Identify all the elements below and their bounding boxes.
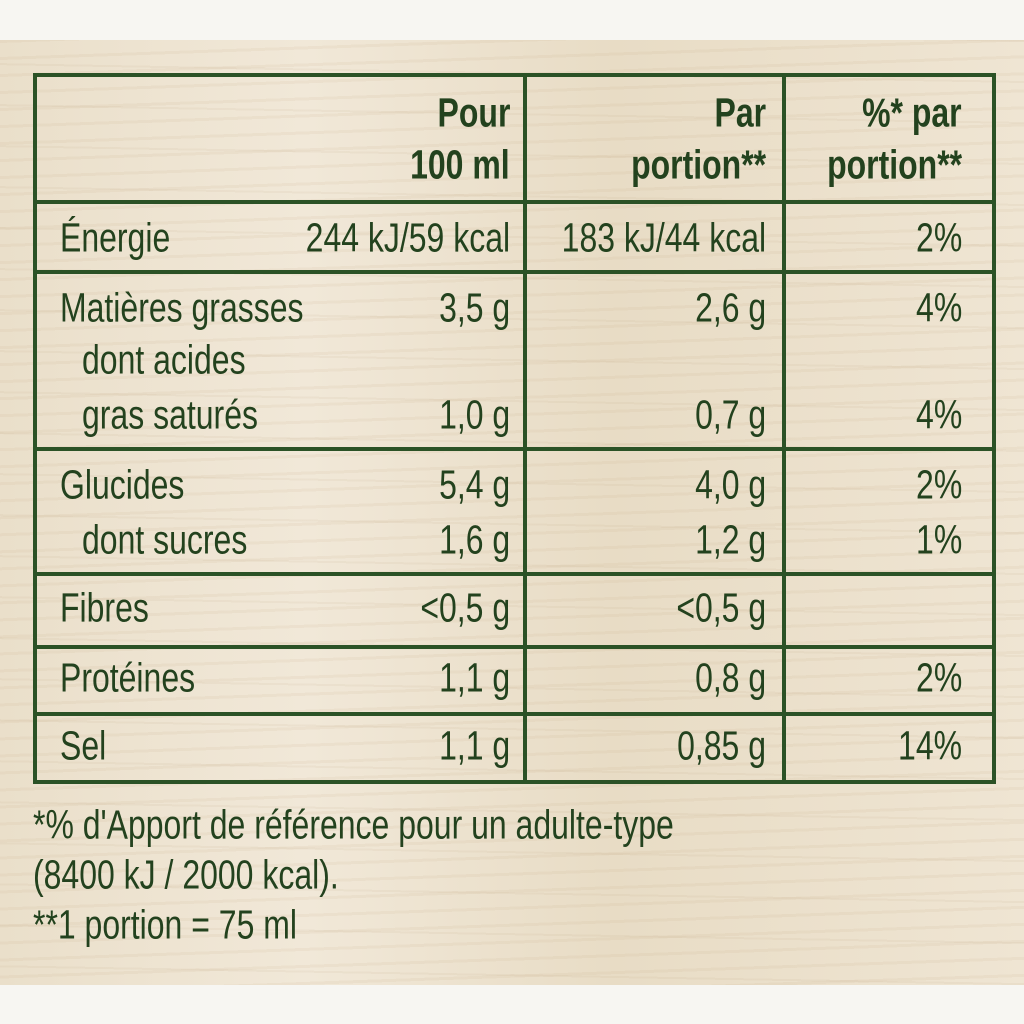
nutrient-value: 1% xyxy=(915,516,962,563)
column-header: 100 ml xyxy=(410,141,510,188)
nutrient-value: 0,85 g xyxy=(677,722,766,769)
nutrient-value: 2,6 g xyxy=(694,284,766,331)
footnote: **1 portion = 75 ml xyxy=(33,901,297,948)
nutrient-label: dont sucres xyxy=(82,516,248,563)
nutrient-value: 1,1 g xyxy=(438,654,510,701)
nutrient-value: <0,5 g xyxy=(676,584,766,631)
nutrient-value: 2% xyxy=(915,461,962,508)
nutrient-value: 5,4 g xyxy=(438,461,510,508)
table-rule xyxy=(33,73,996,77)
nutrient-value: 1,2 g xyxy=(694,516,766,563)
table-rule xyxy=(33,645,996,649)
nutrient-label: Matières grasses xyxy=(60,284,304,331)
nutrient-value: 14% xyxy=(897,722,962,769)
nutrient-label: dont acides xyxy=(82,336,246,383)
table-rule xyxy=(33,780,996,784)
footnote: *% d'Apport de référence pour un adulte-… xyxy=(33,801,674,848)
nutrient-value: 3,5 g xyxy=(438,284,510,331)
nutrient-value: 0,8 g xyxy=(694,654,766,701)
nutrient-value: 0,7 g xyxy=(694,391,766,438)
column-header: Par xyxy=(714,89,766,136)
nutrient-label: Énergie xyxy=(60,214,171,261)
table-rule xyxy=(782,73,786,784)
nutrient-value: 2% xyxy=(915,654,962,701)
nutrient-value: 4,0 g xyxy=(694,461,766,508)
column-header: Pour xyxy=(437,89,510,136)
column-header: portion** xyxy=(826,141,962,188)
nutrient-label: Protéines xyxy=(60,654,196,701)
nutrient-label: Glucides xyxy=(60,461,185,508)
nutrient-value: 1,6 g xyxy=(438,516,510,563)
nutrient-value: 1,0 g xyxy=(438,391,510,438)
wood-background xyxy=(0,40,1024,985)
nutrient-value: <0,5 g xyxy=(420,584,510,631)
nutrient-value: 4% xyxy=(915,391,962,438)
table-rule xyxy=(33,200,996,204)
table-rule xyxy=(33,447,996,451)
nutrient-value: 1,1 g xyxy=(438,722,510,769)
table-rule xyxy=(523,73,527,784)
table-rule xyxy=(33,73,37,784)
nutrient-label: gras saturés xyxy=(82,391,258,438)
table-rule xyxy=(33,712,996,716)
nutrient-value: 244 kJ/59 kcal xyxy=(305,214,510,261)
footnote: (8400 kJ / 2000 kcal). xyxy=(33,851,339,898)
nutrient-label: Sel xyxy=(60,722,107,769)
nutrient-value: 2% xyxy=(915,214,962,261)
nutrient-value: 183 kJ/44 kcal xyxy=(561,214,766,261)
column-header: %* par xyxy=(862,89,962,136)
column-header: portion** xyxy=(630,141,766,188)
table-rule xyxy=(992,73,996,784)
nutrient-value: 4% xyxy=(915,284,962,331)
nutrient-label: Fibres xyxy=(60,584,149,631)
table-rule xyxy=(33,572,996,576)
table-rule xyxy=(33,270,996,274)
